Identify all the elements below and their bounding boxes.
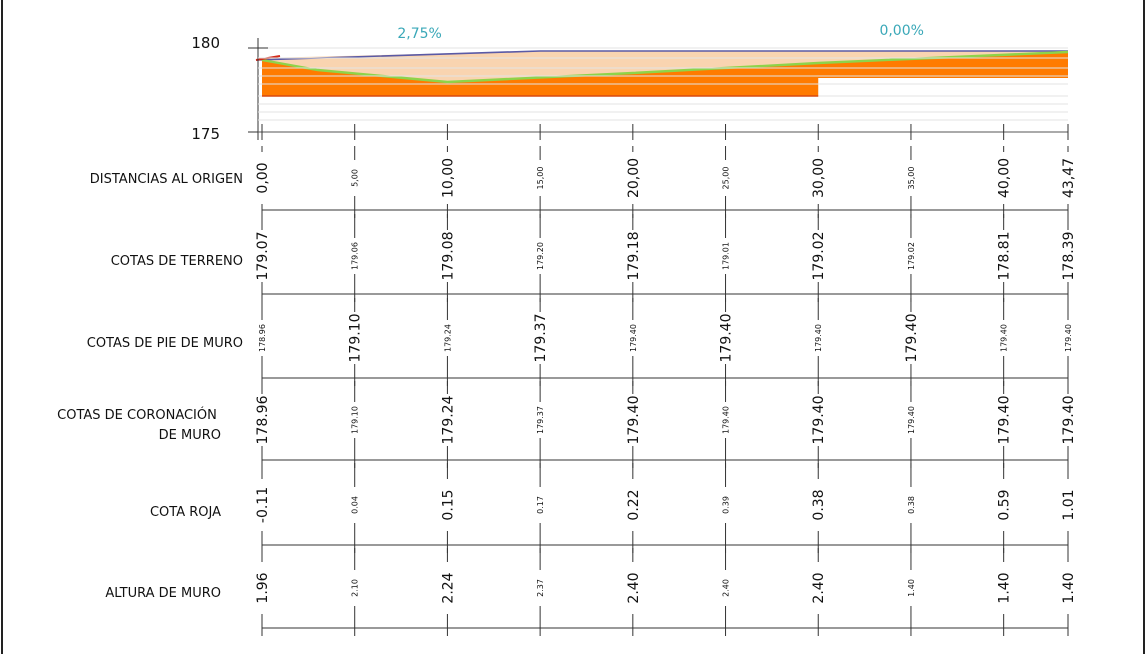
table-cell-value: 179.10 [351,406,360,434]
table-cell-value: 178.96 [255,395,271,444]
table-cell-value: 43,47 [1061,158,1077,198]
table-cell-value: 25,00 [722,167,731,190]
table-cell-value: 179.37 [533,314,549,363]
table-cell-value: 1.40 [1061,572,1077,603]
table-cell-value: 179.02 [811,232,827,281]
table-cell-value: 2.24 [440,572,456,603]
row-label-wall-foot: COTAS DE PIE DE MURO [87,336,243,351]
table-cell-value: -0.11 [255,487,271,523]
table-cell-value: 179.40 [1000,324,1009,352]
data-table: 0,00 5,00 10,00 15,00 20,00 25,00 30,00 35,00 40… [255,146,1077,636]
table-cell-value: 179.40 [719,314,735,363]
table-cell-value: 0.22 [626,489,642,520]
table-cell-value: 2.40 [811,572,827,603]
wall-top-line [255,50,1068,61]
table-cell-value: 179.24 [443,324,452,352]
table-cell-value: 179.18 [626,232,642,281]
table-cell-value: 1.40 [907,579,916,597]
table-cell-value: 179.40 [1061,396,1077,445]
row-label-red-level: COTA ROJA [150,505,221,520]
table-cell-value: 179.40 [811,396,827,445]
table-cell-value: 179.40 [814,324,823,352]
table-cell-value: 179.40 [997,396,1013,445]
row-label-wall-height: ALTURA DE MURO [105,586,221,601]
table-cell-value: 0.04 [351,496,360,514]
table-cell-value: 179.40 [1064,324,1073,352]
table-cell-value: 2.10 [351,579,360,597]
table-cell-value: 2.37 [536,579,545,597]
table-cell-value: 179.40 [907,406,916,434]
table-cell-value: 0,00 [255,162,271,193]
table-cell-value: 179.24 [440,395,456,444]
wall-section-fill [262,52,1068,96]
table-cell-value: 2.40 [626,572,642,603]
table-cell-value: 20,00 [626,158,642,198]
table-cell-value: 0.17 [536,496,545,514]
table-cell-value: 40,00 [997,158,1013,198]
table-cell-value: 10,00 [440,158,456,198]
table-cell-value: 179.02 [907,242,916,270]
row-label-wall-crown: COTAS DE CORONACIÓN DE MURO [57,407,221,443]
slope-label: 2,75% [397,26,441,42]
table-cell-value: 178.81 [997,232,1013,281]
table-cell-value: 179.20 [536,242,545,270]
table-cell-value: 0.59 [997,489,1013,520]
table-cell-value: 15,00 [536,167,545,190]
row-label-wall-crown-line1: COTAS DE CORONACIÓN [57,407,217,423]
row-label-distances: DISTANCIAS AL ORIGEN [90,172,243,187]
slope-label: 0,00% [879,23,923,39]
table-cell-value: 35,00 [907,167,916,190]
table-cell-value: 1.01 [1061,489,1077,520]
row-label-wall-crown-line2: DE MURO [159,428,221,443]
y-tick-label: 180 [191,34,220,52]
row-label-terrain: COTAS DE TERRENO [111,254,243,269]
table-cell-value: 179.40 [722,406,731,434]
y-tick-label: 175 [191,125,220,143]
table-cell-value: 179.37 [536,406,545,434]
table-cell-value: 178.39 [1061,232,1077,281]
table-cell-value: 179.06 [351,242,360,270]
table-cell-value: 178.96 [258,324,267,352]
table-cell-value: 1.96 [255,572,271,603]
table-cell-value: 0.15 [440,489,456,520]
table-cell-value: 0.38 [811,489,827,520]
table-cell-value: 2.40 [722,579,731,597]
table-cell-value: 179.40 [629,324,638,352]
table-cell-value: 0.38 [907,496,916,514]
table-cell-value: 179.01 [722,242,731,270]
table-cell-value: 179.10 [348,314,364,363]
table-cell-value: 179.40 [626,396,642,445]
table-cell-value: 179.08 [440,232,456,281]
table-cell-value: 1.40 [997,572,1013,603]
table-cell-value: 5,00 [351,169,360,187]
table-cell-value: 0.39 [722,496,731,514]
table-cell-value: 30,00 [811,158,827,198]
fill-area-light [262,51,1068,82]
table-cell-value: 179.07 [255,232,271,281]
table-cell-value: 179.40 [904,314,920,363]
